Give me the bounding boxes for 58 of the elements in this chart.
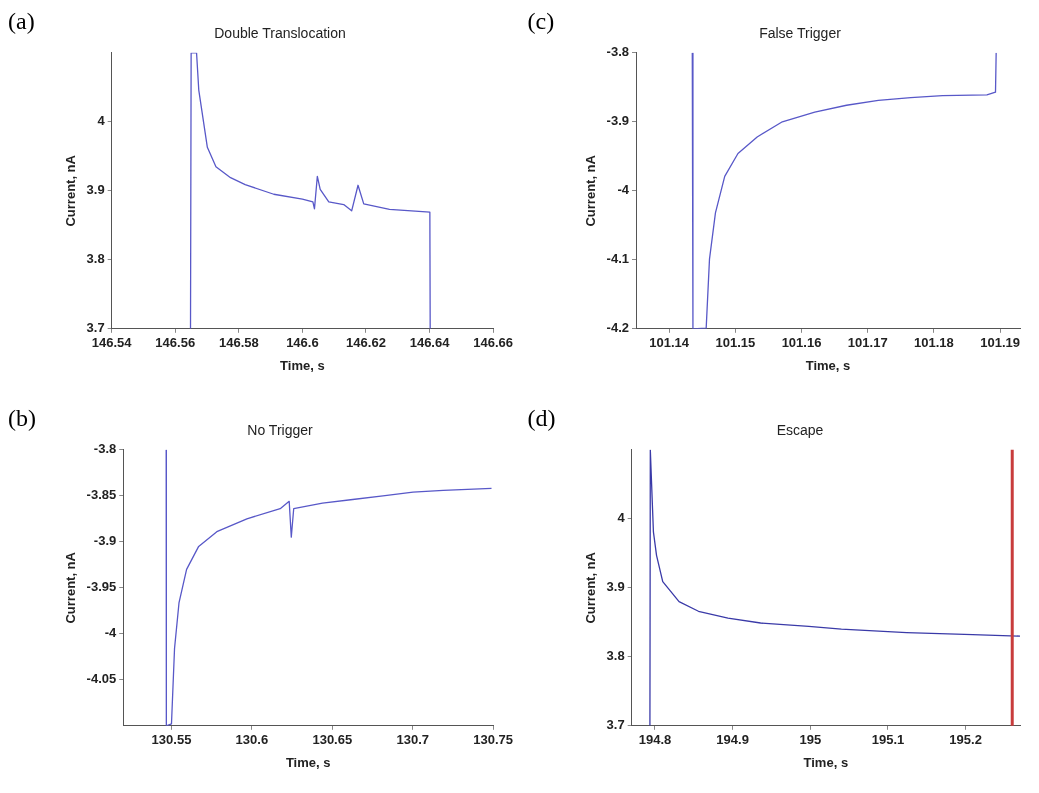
- x-tick-label: 146.62: [346, 335, 386, 351]
- y-tick-label: 4: [97, 113, 106, 129]
- x-tick-label: 194.9: [715, 731, 749, 747]
- text: (b): [8, 404, 36, 432]
- x-tick-label: 101.14: [648, 335, 690, 351]
- x-tick-label: 130.65: [312, 731, 353, 747]
- y-axis-title: Current, nA: [582, 154, 598, 227]
- y-tick-label: -4.1: [606, 251, 629, 267]
- x-tick-label: 146.58: [218, 335, 259, 351]
- chart-title: No Trigger: [247, 421, 314, 438]
- y-tick-label: -4: [616, 182, 630, 198]
- y-tick-label: -3.9: [93, 532, 117, 548]
- x-tick-label: 101.19: [979, 335, 1020, 351]
- x-tick-label: 130.55: [151, 731, 192, 747]
- x-tick-label: 146.6: [286, 335, 319, 351]
- x-tick-label: 194.8: [638, 731, 671, 747]
- x-tick-label: 146.64: [409, 335, 451, 351]
- x-tick-label: 146.54: [91, 335, 133, 351]
- x-tick-label: 101.18: [913, 335, 954, 351]
- y-axis-title: Current, nA: [63, 550, 79, 624]
- x-tick-label: 101.15: [714, 335, 755, 351]
- y-tick-label: 3.9: [606, 578, 625, 594]
- y-tick-label: -4.05: [86, 670, 117, 686]
- y-tick-label: -4: [104, 624, 117, 640]
- chart-title: Escape: [776, 421, 824, 438]
- chart-title: Double Translocation: [214, 25, 346, 42]
- x-tick-label: 195.2: [948, 731, 982, 747]
- x-tick-label: 195: [798, 731, 821, 747]
- x-axis-title: Time, s: [803, 754, 848, 770]
- text: (a): [8, 8, 35, 35]
- x-tick-label: 101.17: [847, 335, 888, 351]
- x-tick-label: 130.6: [235, 731, 269, 747]
- x-axis-title: Time, s: [280, 357, 325, 373]
- x-axis-title: Time, s: [285, 754, 331, 770]
- y-tick-label: -3.95: [86, 578, 117, 594]
- y-tick-label: 3.9: [86, 182, 105, 198]
- y-tick-label: -3.85: [86, 486, 117, 502]
- x-tick-label: 130.7: [396, 731, 429, 747]
- y-tick-label: -3.9: [606, 113, 629, 129]
- y-axis-title: Current, nA: [582, 550, 598, 624]
- y-tick-label: 4: [616, 509, 625, 525]
- chart-title: False Trigger: [758, 25, 841, 42]
- y-tick-label: -4.2: [606, 320, 629, 336]
- x-axis-title: Time, s: [805, 357, 850, 373]
- y-tick-label: -3.8: [606, 44, 629, 60]
- x-tick-label: 146.66: [473, 335, 513, 351]
- text: (c): [527, 8, 555, 35]
- x-tick-label: 130.75: [473, 731, 513, 747]
- y-tick-label: 3.8: [606, 647, 625, 663]
- y-tick-label: 3.8: [86, 251, 105, 267]
- y-tick-label: 3.7: [86, 320, 105, 336]
- y-tick-label: 3.7: [606, 716, 625, 732]
- y-axis-title: Current, nA: [63, 154, 79, 227]
- text: (d): [527, 404, 556, 432]
- x-tick-label: 195.1: [871, 731, 904, 747]
- x-tick-label: 146.56: [155, 335, 196, 351]
- y-tick-label: -3.8: [93, 440, 117, 456]
- x-tick-label: 101.16: [781, 335, 821, 351]
